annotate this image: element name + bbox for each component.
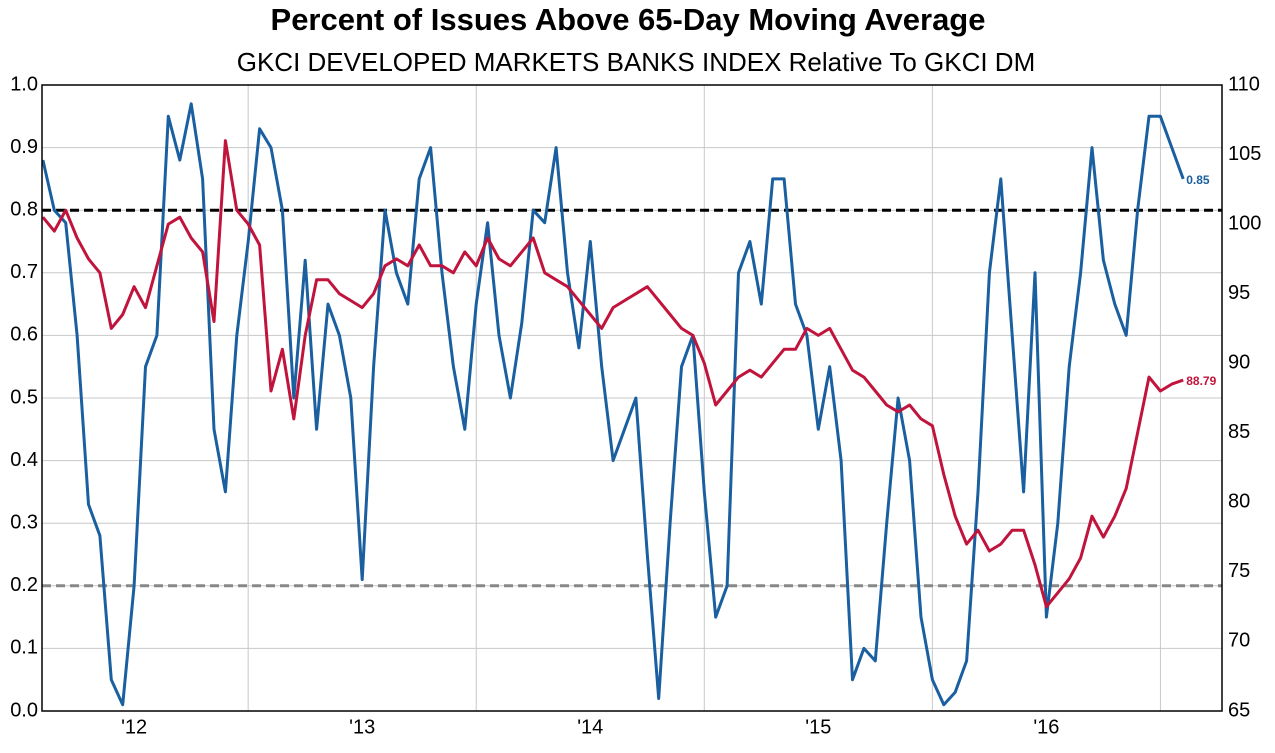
- y2-tick-label: 85: [1228, 421, 1250, 443]
- y2-tick-label: 105: [1228, 143, 1261, 165]
- series-line: [41, 139, 1184, 609]
- y2-tick-label: 65: [1228, 699, 1250, 721]
- y2-tick-label: 70: [1228, 630, 1250, 652]
- series-line: [41, 102, 1185, 707]
- y2-tick-label: 110: [1228, 73, 1260, 95]
- y-tick-label: 0.6: [10, 324, 38, 346]
- plot-frame: [41, 84, 1223, 712]
- chart-title: Percent of Issues Above 65-Day Moving Av…: [271, 2, 986, 37]
- y-tick-label: 0.9: [10, 136, 38, 158]
- y2-tick-label: 80: [1228, 491, 1250, 513]
- y2-tick-label: 90: [1228, 352, 1250, 374]
- y2-tick-label: 95: [1228, 282, 1250, 304]
- x-tick-label: '15: [805, 716, 831, 738]
- y-tick-label: 0.8: [10, 198, 38, 220]
- y-tick-label: 0.7: [10, 261, 38, 283]
- y-tick-label: 0.5: [10, 386, 38, 408]
- y-tick-label: 0.3: [10, 511, 38, 533]
- end-label: 0.85: [1186, 173, 1210, 187]
- x-tick-label: '16: [1033, 716, 1059, 738]
- x-tick-label: '14: [577, 716, 603, 738]
- y-tick-label: 1.0: [10, 73, 38, 95]
- y-tick-label: 0.4: [10, 449, 38, 471]
- y-tick-label: 0.0: [10, 699, 38, 721]
- end-label: 88.79: [1186, 374, 1216, 388]
- chart-subtitle: GKCI DEVELOPED MARKETS BANKS INDEX Relat…: [237, 47, 1036, 77]
- y2-tick-label: 100: [1228, 212, 1261, 234]
- y-tick-label: 0.2: [10, 574, 38, 596]
- y2-tick-label: 75: [1228, 560, 1250, 582]
- y-tick-label: 0.1: [10, 637, 38, 659]
- x-tick-label: '13: [349, 716, 375, 738]
- x-tick-label: '12: [121, 716, 147, 738]
